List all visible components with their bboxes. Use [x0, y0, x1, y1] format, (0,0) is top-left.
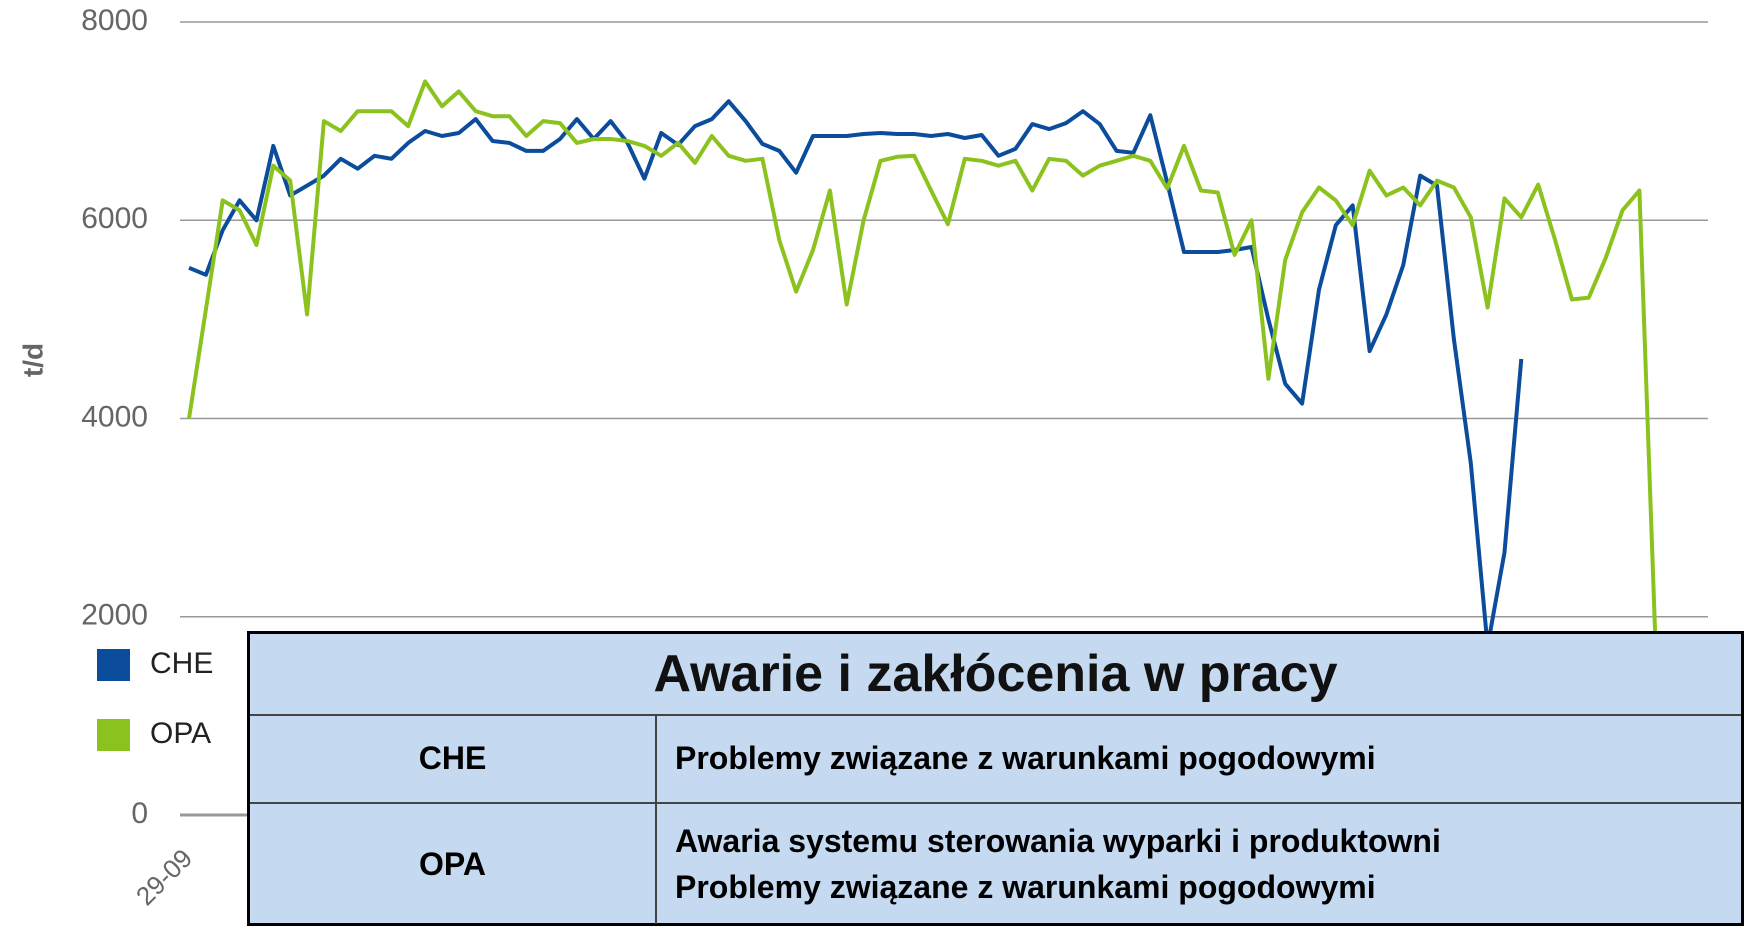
y-tick-label: 6000 [81, 202, 148, 235]
y-tick-label: 0 [131, 797, 148, 830]
table-title: Awarie i zakłócenia w pracy [250, 634, 1741, 716]
table-line: Problemy związane z warunkami pogodowymi [675, 740, 1376, 776]
table-line: Awaria systemu sterowania wyparki i prod… [675, 823, 1441, 859]
y-axis-label: t/d [17, 343, 48, 377]
y-tick-label: 2000 [81, 599, 148, 632]
legend-swatch [97, 649, 130, 681]
legend-label: OPA [150, 717, 211, 750]
table-value: Problemy związane z warunkami pogodowymi [657, 714, 1741, 802]
table-key: OPA [250, 804, 657, 924]
y-tick-label: 8000 [81, 4, 148, 37]
table-line: Problemy związane z warunkami pogodowymi [675, 869, 1376, 905]
table-key: CHE [250, 714, 657, 802]
legend-swatch [97, 719, 130, 751]
series-line [188, 99, 1524, 649]
table-row: CHE Problemy związane z warunkami pogodo… [250, 714, 1741, 804]
table-value: Awaria systemu sterowania wyparki i prod… [657, 804, 1741, 924]
table-row: OPA Awaria systemu sterowania wyparki i … [250, 804, 1741, 924]
y-tick-label: 4000 [81, 400, 148, 433]
x-tick-label: 29-09 [130, 843, 198, 911]
incident-table: Awarie i zakłócenia w pracy CHE Problemy… [247, 631, 1744, 926]
legend-label: CHE [150, 647, 213, 680]
series-line [187, 79, 1659, 667]
